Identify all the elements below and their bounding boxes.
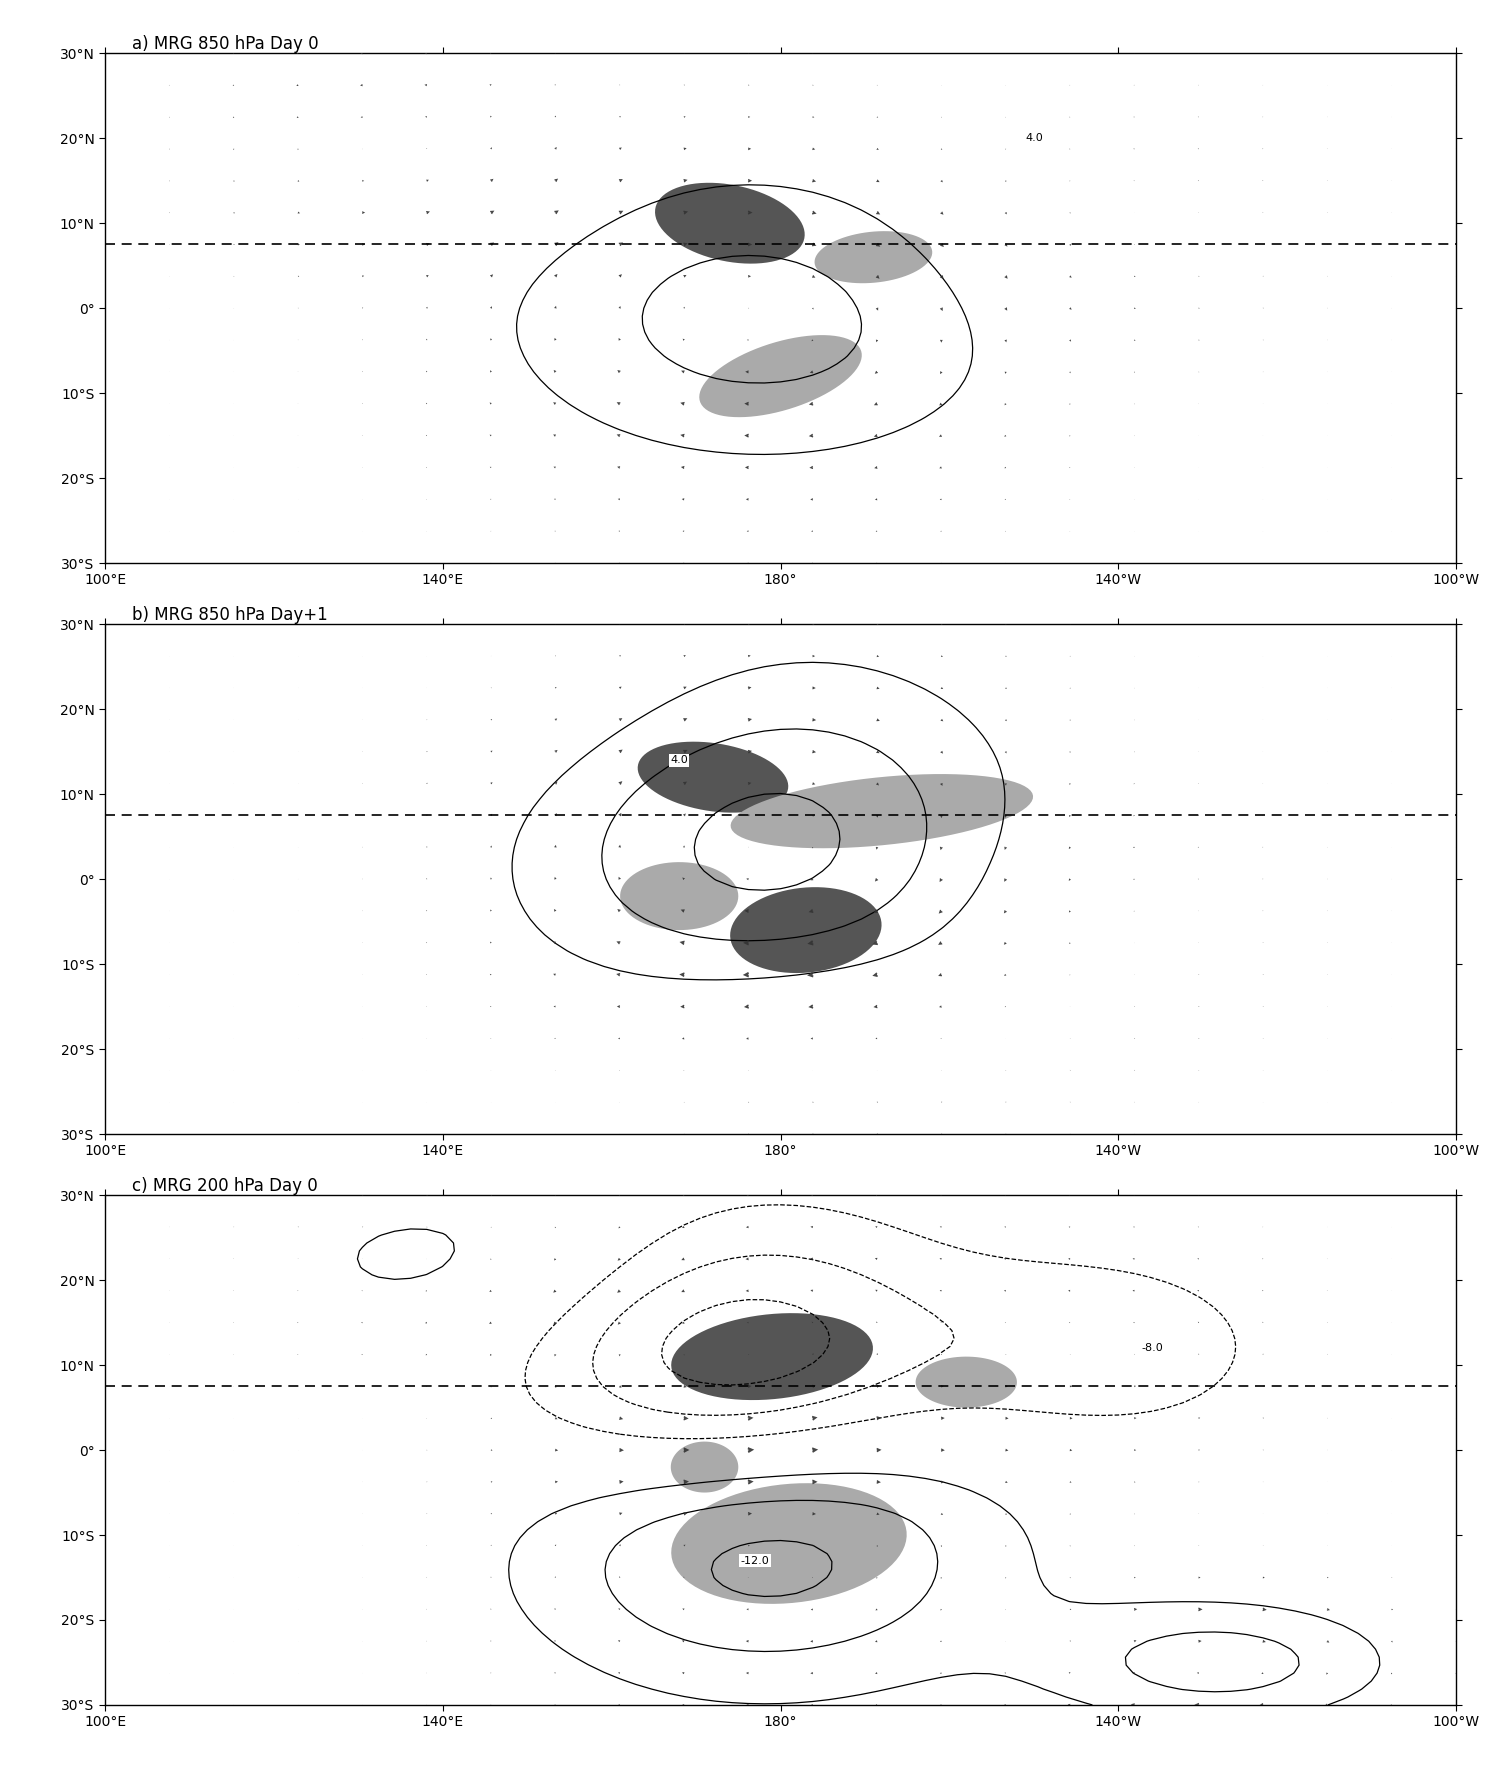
- Polygon shape: [916, 1357, 1018, 1408]
- Polygon shape: [731, 774, 1033, 849]
- Polygon shape: [654, 183, 805, 263]
- Polygon shape: [671, 1483, 907, 1604]
- Polygon shape: [671, 1442, 738, 1492]
- Polygon shape: [815, 231, 932, 282]
- Text: -12.0: -12.0: [741, 1556, 770, 1565]
- Text: 4.0: 4.0: [671, 755, 687, 765]
- Text: b) MRG 850 hPa Day+1: b) MRG 850 hPa Day+1: [132, 606, 327, 623]
- Text: a) MRG 850 hPa Day 0: a) MRG 850 hPa Day 0: [132, 36, 318, 53]
- Text: c) MRG 200 hPa Day 0: c) MRG 200 hPa Day 0: [132, 1177, 318, 1195]
- Polygon shape: [699, 336, 862, 417]
- Polygon shape: [729, 888, 881, 973]
- Text: -8.0: -8.0: [1141, 1343, 1163, 1353]
- Polygon shape: [620, 861, 738, 931]
- Polygon shape: [638, 742, 788, 813]
- Polygon shape: [671, 1312, 874, 1399]
- Text: 4.0: 4.0: [1025, 133, 1043, 144]
